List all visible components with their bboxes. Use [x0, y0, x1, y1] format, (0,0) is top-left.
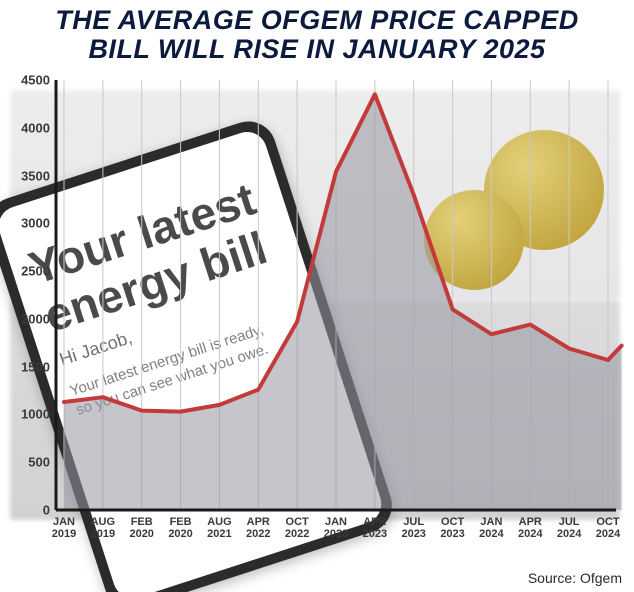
x-tick-label: AUG2021 [201, 516, 237, 540]
y-tick-label: 3500 [4, 168, 50, 183]
chart-source: Source: Ofgem [528, 570, 622, 586]
y-tick-label: 4000 [4, 120, 50, 135]
chart-title: THE AVERAGE OFGEM PRICE CAPPED BILL WILL… [0, 6, 634, 64]
title-line-1: THE AVERAGE OFGEM PRICE CAPPED [55, 5, 579, 35]
x-tick-label: FEB2020 [163, 516, 199, 540]
x-tick-label: JAN2023 [318, 516, 354, 540]
y-tick-label: 2500 [4, 264, 50, 279]
x-tick-label: OCT2022 [279, 516, 315, 540]
y-tick-label: 500 [4, 455, 50, 470]
title-line-2: BILL WILL RISE IN JANUARY 2025 [88, 34, 545, 64]
y-tick-label: 1500 [4, 359, 50, 374]
x-tick-label: APR2022 [240, 516, 276, 540]
x-tick-label: AUG2019 [85, 516, 121, 540]
x-tick-label: FEB2020 [124, 516, 160, 540]
plot-svg [56, 80, 616, 510]
y-tick-label: 2000 [4, 311, 50, 326]
y-tick-label: 4500 [4, 73, 50, 88]
x-tick-label: APR2024 [512, 516, 548, 540]
x-tick-label: JUL2024 [551, 516, 587, 540]
y-tick-label: 3000 [4, 216, 50, 231]
y-tick-label: 1000 [4, 407, 50, 422]
x-tick-label: JAN2024 [473, 516, 509, 540]
plot-area [56, 80, 616, 510]
x-tick-label: JAN2019 [46, 516, 82, 540]
x-tick-label: JUL2023 [396, 516, 432, 540]
x-tick-label: OCT2024 [590, 516, 626, 540]
x-tick-label: OCT2023 [435, 516, 471, 540]
x-tick-label: APR2023 [357, 516, 393, 540]
chart-container: Hi Jacob, Your latest energy bill Your l… [0, 0, 634, 592]
y-tick-label: 0 [4, 503, 50, 518]
